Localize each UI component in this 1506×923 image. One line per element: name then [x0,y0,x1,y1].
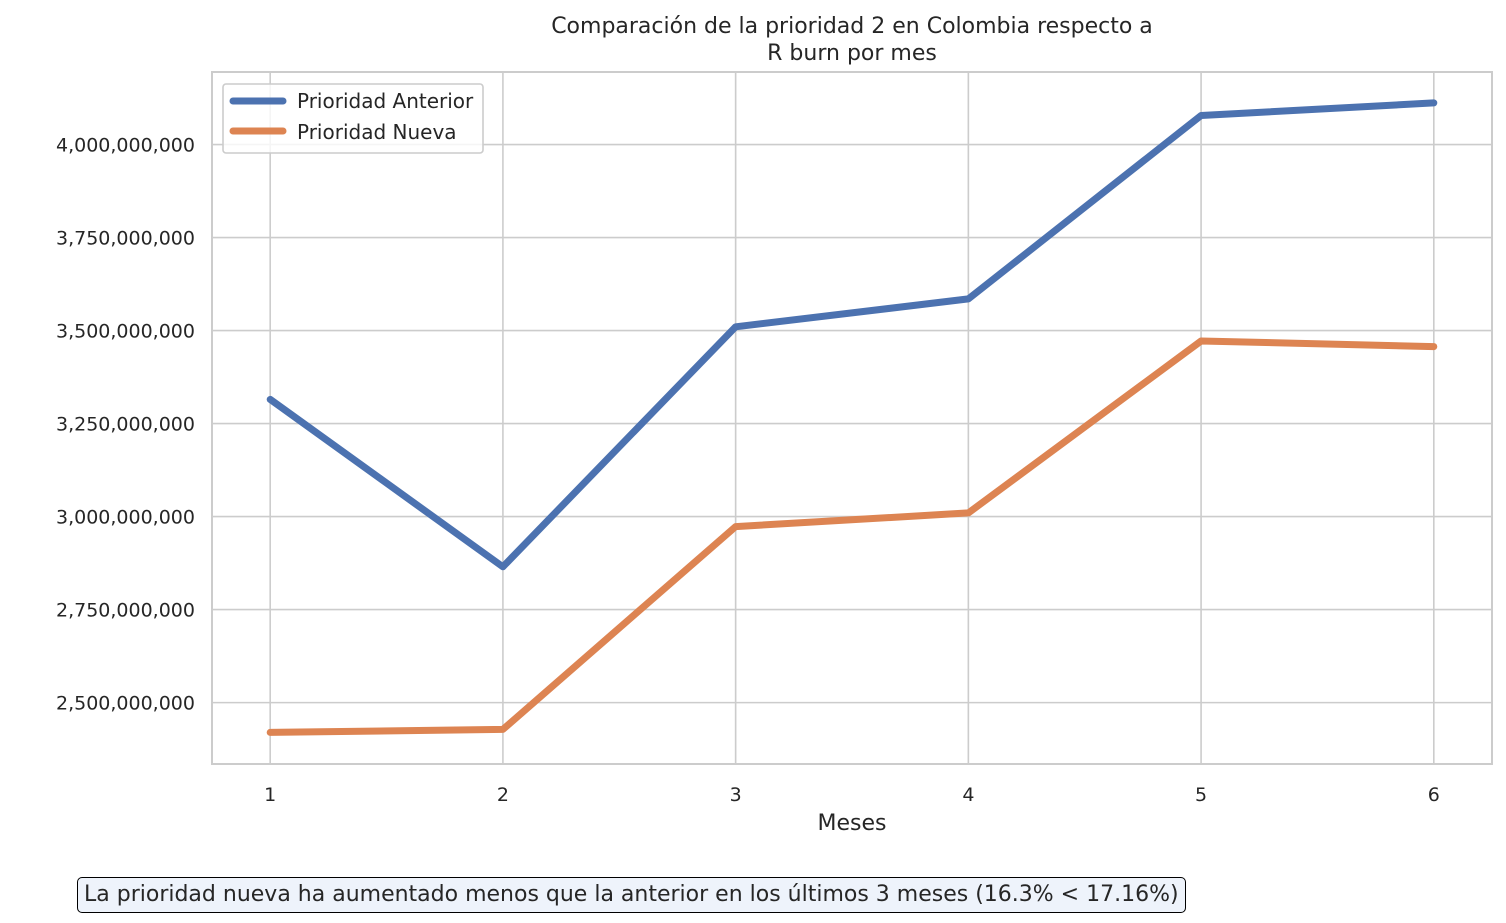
y-tick-label: 2,750,000,000 [56,600,195,622]
plot-area-frame [211,71,1493,765]
series-line-prioridad-nueva [266,337,1438,736]
legend-label-prioridad-anterior: Prioridad Anterior [297,89,474,113]
y-tick-label: 4,000,000,000 [56,135,195,157]
chart-title-line-2: R burn por mes [767,41,937,66]
annotation-box: La prioridad nueva ha aumentado menos qu… [77,877,1186,913]
series-lines [266,99,1438,736]
x-tick-label: 3 [730,784,742,806]
y-tick-label: 3,750,000,000 [56,228,195,250]
y-tick-label: 3,000,000,000 [56,507,195,529]
chart-title-line-1: Comparación de la prioridad 2 en Colombi… [551,14,1153,39]
y-tick-label: 2,500,000,000 [56,693,195,715]
x-tick-label: 4 [962,784,974,806]
x-axis-ticks: 1 2 3 4 5 6 [264,784,1440,806]
x-tick-label: 1 [264,784,276,806]
chart-title: Comparación de la prioridad 2 en Colombi… [551,14,1153,66]
x-tick-label: 6 [1428,784,1440,806]
y-axis-ticks: 2,500,000,000 2,750,000,000 3,000,000,000 3… [56,135,195,715]
legend-box [222,83,484,154]
legend-label-prioridad-nueva: Prioridad Nueva [297,120,457,144]
legend: Prioridad Anterior Prioridad Nueva [222,83,484,154]
y-tick-label: 3,500,000,000 [56,321,195,343]
y-tick-label: 3,250,000,000 [56,414,195,436]
x-tick-label: 2 [497,784,509,806]
x-tick-label: 5 [1195,784,1207,806]
series-line-prioridad-anterior [266,99,1438,571]
grid [212,72,1492,764]
x-axis-label: Meses [818,811,887,836]
